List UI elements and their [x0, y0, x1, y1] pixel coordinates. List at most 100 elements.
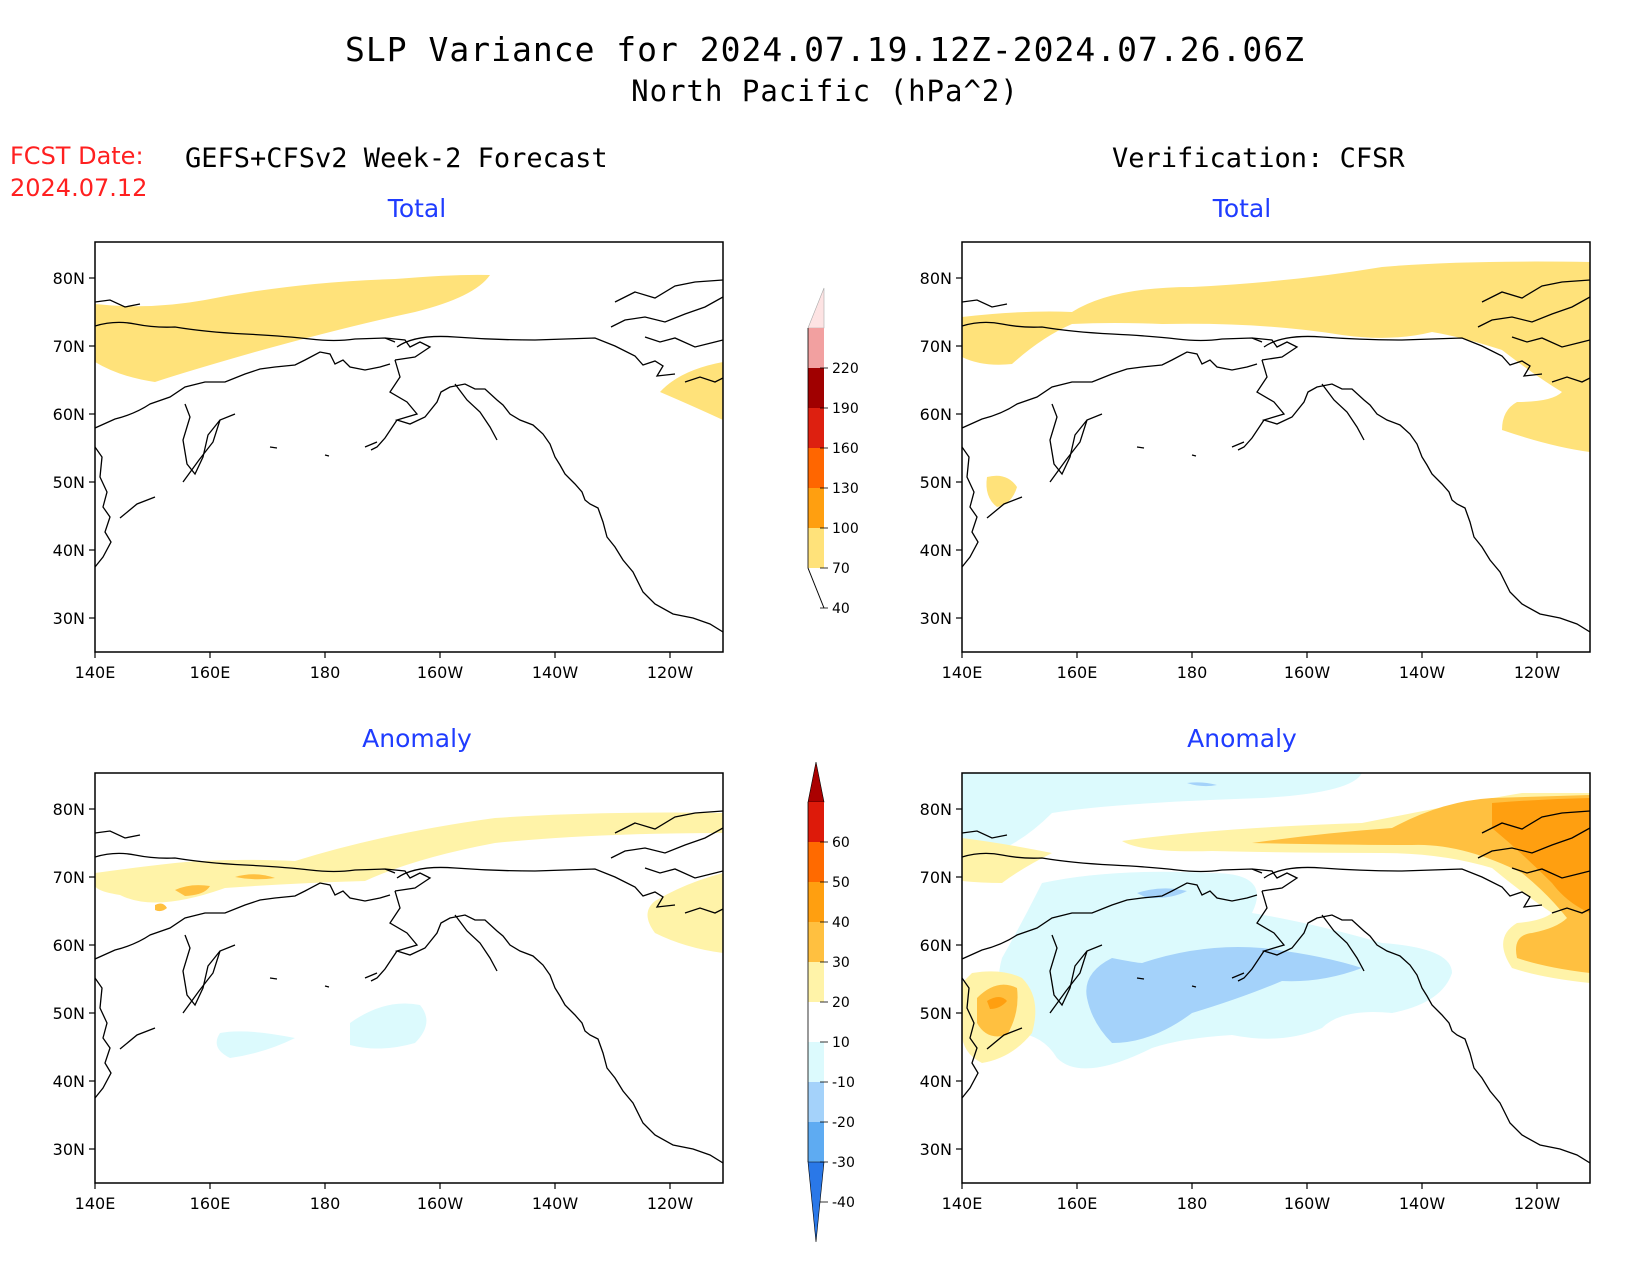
lat-label: 40N	[53, 541, 85, 560]
lat-label: 30N	[920, 1140, 952, 1159]
colorbar-swatch	[808, 408, 824, 448]
lon-label: 140W	[1399, 1194, 1446, 1213]
panel-frame	[961, 241, 1591, 653]
lat-label: 70N	[53, 337, 85, 356]
colorbar-anomaly: 60 50 40 30 20 10 -10 -20 -30 -40	[807, 761, 855, 1243]
colorbar-label: 70	[832, 561, 850, 577]
colorbar-swatch	[808, 922, 824, 962]
lon-label: 160E	[190, 1194, 231, 1213]
lon-label: 120W	[647, 1194, 694, 1213]
lat-label: 60N	[53, 405, 85, 424]
colorbar-label: 130	[832, 481, 859, 497]
colorbar-label: -20	[832, 1115, 855, 1131]
lon-label: 140E	[75, 663, 116, 682]
panel-title-forecast-total: Total	[387, 194, 447, 223]
colorbar-swatch	[808, 802, 824, 842]
colorbar-label: 20	[832, 995, 850, 1011]
forecast-date-value: 2024.07.12	[10, 174, 148, 202]
lon-label: 160W	[1284, 663, 1331, 682]
colorbar-label: 50	[832, 875, 850, 891]
lat-label: 70N	[920, 337, 952, 356]
lat-label: 50N	[920, 1004, 952, 1023]
colorbar-label: -10	[832, 1075, 855, 1091]
colorbar-label: 40	[832, 915, 850, 931]
forecast-date-block: FCST Date: 2024.07.12	[10, 140, 147, 204]
colorbar-label: 190	[832, 401, 859, 417]
lon-label: 160W	[417, 1194, 464, 1213]
colorbar-swatch	[808, 448, 824, 488]
colorbar-label: -40	[832, 1195, 855, 1211]
colorbar-swatch	[808, 1122, 824, 1162]
colorbar-swatch	[808, 328, 824, 368]
shading-verification-total	[962, 261, 1590, 507]
lat-label: 70N	[920, 868, 952, 887]
panel-frame	[961, 772, 1591, 1184]
lat-label: 80N	[53, 800, 85, 819]
colorbar-total: 220 190 160 130 100 70 40	[807, 287, 859, 617]
lat-label: 60N	[920, 405, 952, 424]
colorbar-arrow-top	[807, 761, 825, 803]
lon-label: 140W	[1399, 663, 1446, 682]
lat-label: 80N	[53, 269, 85, 288]
shading-forecast-anomaly	[95, 812, 723, 1058]
lat-label: 60N	[53, 936, 85, 955]
colorbar-arrow-bottom	[807, 567, 825, 609]
lat-label: 50N	[920, 473, 952, 492]
map-panel-forecast-total	[94, 241, 724, 653]
colorbar-swatch	[808, 488, 824, 528]
shading-verification-anomaly	[962, 773, 1590, 1069]
forecast-date-label: FCST Date:	[10, 142, 144, 170]
lat-label: 80N	[920, 800, 952, 819]
panel-frame	[94, 241, 724, 653]
axis-labels: 80N 70N 60N 50N 40N 30N 140E 160E 180 160W 140W 120…	[53, 269, 1561, 1213]
lon-label: 180	[310, 1194, 341, 1213]
map-panel-verification-total	[961, 241, 1591, 653]
lon-label: 120W	[1514, 663, 1561, 682]
lat-label: 30N	[53, 609, 85, 628]
colorbar-swatch	[808, 842, 824, 882]
colorbar-label: -30	[832, 1155, 855, 1171]
lat-label: 80N	[920, 269, 952, 288]
lat-label: 30N	[53, 1140, 85, 1159]
colorbar-swatch	[808, 1042, 824, 1082]
shading-forecast-total	[95, 274, 723, 420]
colorbar-label: 40	[832, 601, 850, 617]
lon-label: 180	[1177, 663, 1208, 682]
colorbar-arrow-top	[807, 287, 825, 329]
panel-title-verification-total: Total	[1212, 194, 1272, 223]
verification-header: Verification: CFSR	[1112, 143, 1405, 174]
lon-label: 160E	[190, 663, 231, 682]
lat-label: 30N	[920, 609, 952, 628]
colorbar-label: 30	[832, 955, 850, 971]
lat-label: 60N	[920, 936, 952, 955]
colorbar-label: 220	[832, 361, 859, 377]
lat-label: 40N	[920, 1072, 952, 1091]
lat-label: 50N	[53, 1004, 85, 1023]
lon-label: 160W	[1284, 1194, 1331, 1213]
colorbar-swatch	[808, 368, 824, 408]
colorbar-swatch	[808, 1002, 824, 1042]
lat-label: 70N	[53, 868, 85, 887]
lon-label: 140E	[942, 1194, 983, 1213]
panel-frame	[94, 772, 724, 1184]
lon-label: 140W	[532, 1194, 579, 1213]
lon-label: 180	[1177, 1194, 1208, 1213]
lon-label: 140E	[942, 663, 983, 682]
lat-label: 40N	[920, 541, 952, 560]
colorbar-label: 10	[832, 1035, 850, 1051]
lon-label: 120W	[1514, 1194, 1561, 1213]
panel-title-verification-anomaly: Anomaly	[1187, 724, 1297, 753]
lon-label: 140W	[532, 663, 579, 682]
colorbar-swatch	[808, 962, 824, 1002]
colorbar-label: 100	[832, 521, 859, 537]
lon-label: 180	[310, 663, 341, 682]
figure-subtitle: North Pacific (hPa^2)	[631, 74, 1019, 108]
map-panel-verification-anomaly	[961, 772, 1591, 1184]
colorbar-swatch	[808, 882, 824, 922]
lon-label: 120W	[647, 663, 694, 682]
lon-label: 140E	[75, 1194, 116, 1213]
forecast-header: GEFS+CFSv2 Week-2 Forecast	[185, 143, 608, 174]
colorbar-label: 60	[832, 835, 850, 851]
colorbar-label: 160	[832, 441, 859, 457]
